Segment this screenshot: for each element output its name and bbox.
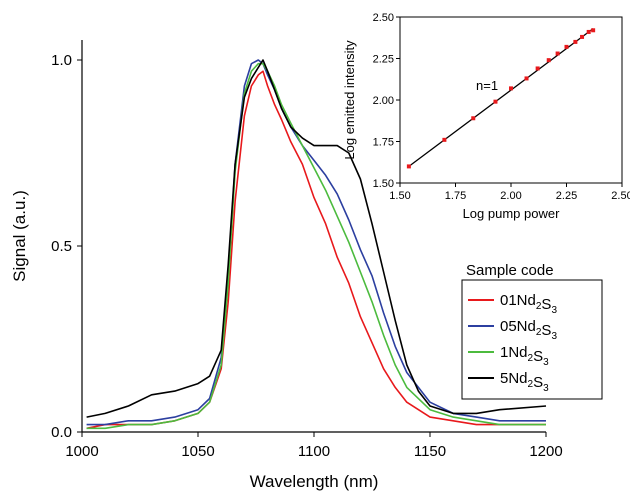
main-x-tick-label: 1050: [181, 443, 214, 460]
series-line-3: [86, 62, 546, 430]
main-series-group: [86, 59, 547, 430]
main-y-axis-title: Signal (a.u.): [10, 190, 29, 282]
main-x-ticks: 1000 1050 1100 1150 1200: [65, 432, 563, 460]
series-line-4: [86, 59, 547, 418]
inset-x-axis-title: Log pump power: [463, 206, 561, 221]
inset-data-point: [471, 116, 476, 121]
inset-y-tick-label: 1.50: [373, 178, 394, 190]
inset-data-point: [564, 44, 569, 49]
inset-data-point: [573, 39, 578, 44]
inset-x-tick-label: 1.75: [445, 190, 466, 202]
main-x-tick-label: 1100: [298, 443, 330, 460]
main-y-ticks: 0.0 0.5 1.0: [51, 52, 82, 441]
inset-data-point: [535, 66, 540, 71]
inset-data-point: [442, 137, 447, 142]
inset-plot: 1.50 1.75 2.00 2.25 2.50 1.50 1.75 2.00 2.25 2.5…: [342, 12, 630, 221]
inset-y-ticks: 1.50 1.75 2.00 2.25 2.50: [373, 12, 400, 190]
inset-x-tick-label: 2.25: [556, 190, 577, 202]
inset-x-tick-label: 2.00: [500, 190, 521, 202]
main-x-tick-label: 1150: [414, 443, 446, 460]
inset-x-tick-label: 1.50: [389, 190, 410, 202]
legend-label: 5Nd2S3: [500, 370, 549, 394]
inset-x-tick-label: 2.50: [611, 190, 630, 202]
inset-y-tick-label: 2.50: [373, 12, 394, 24]
main-y-tick-label: 1.0: [51, 52, 72, 69]
inset-data-point: [406, 164, 411, 169]
main-x-tick-label: 1200: [529, 443, 562, 460]
inset-data-point: [493, 99, 498, 104]
inset-y-tick-label: 2.00: [373, 95, 394, 107]
legend-label: 01Nd2S3: [500, 292, 557, 316]
inset-annotation: n=1: [476, 78, 498, 93]
main-y-tick-label: 0.0: [51, 424, 72, 441]
legend-label: 05Nd2S3: [500, 318, 557, 342]
inset-data-point: [591, 28, 596, 33]
main-x-axis-title: Wavelength (nm): [250, 472, 379, 491]
legend-box: [461, 279, 603, 400]
legend-label: 1Nd2S3: [500, 344, 549, 368]
inset-data-point: [586, 29, 591, 34]
inset-points-group: [406, 28, 596, 169]
inset-frame: [399, 16, 623, 184]
inset-y-tick-label: 2.25: [373, 54, 394, 66]
inset-data-point: [546, 58, 551, 63]
inset-data-point: [509, 86, 513, 91]
inset-y-axis-title: Log emitted intensity: [342, 40, 357, 160]
inset-data-point: [524, 76, 529, 81]
inset-y-tick-label: 1.75: [373, 137, 394, 149]
main-x-tick-label: 1000: [65, 443, 98, 460]
inset-data-point: [580, 34, 585, 39]
inset-fit-line: [408, 28, 594, 167]
inset-x-ticks: 1.50 1.75 2.00 2.25 2.50: [389, 183, 630, 202]
inset-fit-group: [408, 28, 594, 167]
legend-title: Sample code: [466, 262, 554, 279]
inset-data-point: [555, 51, 560, 56]
main-y-tick-label: 0.5: [51, 238, 72, 255]
